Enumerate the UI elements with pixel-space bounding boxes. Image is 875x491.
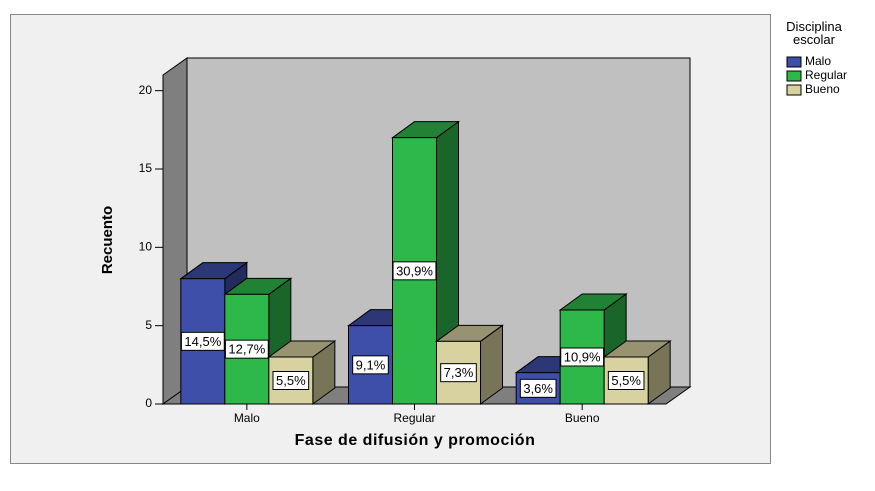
legend-label: Malo [805,54,831,68]
y-tick-label: 5 [145,318,152,332]
data-label-box [392,261,437,281]
x-tick-label: Regular [393,411,435,425]
data-label-text: 14,5% [184,334,221,349]
data-label-box [519,378,557,398]
y-axis-title: Recuento [99,206,116,274]
data-label-box [180,331,225,351]
data-label-text: 7,3% [444,365,474,380]
data-label-text: 9,1% [356,357,386,372]
data-label-text: 10,9% [564,349,601,364]
x-tick-label: Malo [234,411,260,425]
data-label-text: 5,5% [276,373,306,388]
data-label: 14,5% [180,331,225,351]
x-tick-label: Bueno [565,411,600,425]
data-label: 5,5% [607,371,645,390]
data-label: 9,1% [352,355,389,375]
legend-swatch [786,70,802,82]
data-label: 12,7% [224,339,269,359]
data-label-text: 30,9% [396,263,433,278]
x-axis-title: Fase de difusión y promoción [295,432,536,449]
legend-title: Disciplina escolar [786,19,842,47]
legend-label: Regular [805,68,847,82]
legend-swatch [786,56,802,68]
data-label-box [607,371,645,390]
y-tick-label: 20 [139,83,153,97]
y-tick-label: 10 [139,240,153,254]
data-label-text: 12,7% [228,342,265,357]
data-label: 7,3% [440,363,477,383]
data-label: 5,5% [272,371,310,390]
legend-swatch [786,84,802,96]
data-label-text: 3,6% [523,381,553,396]
data-label-box [272,371,310,390]
y-tick-label: 0 [145,396,152,410]
data-label: 10,9% [560,347,605,367]
data-label: 3,6% [519,378,557,398]
data-label-box [352,355,389,375]
data-label-box [224,339,269,359]
data-label-box [440,363,477,383]
legend-label: Bueno [805,82,840,96]
data-label: 30,9% [392,261,437,281]
y-tick-label: 15 [139,161,153,175]
data-label-text: 5,5% [611,373,641,388]
